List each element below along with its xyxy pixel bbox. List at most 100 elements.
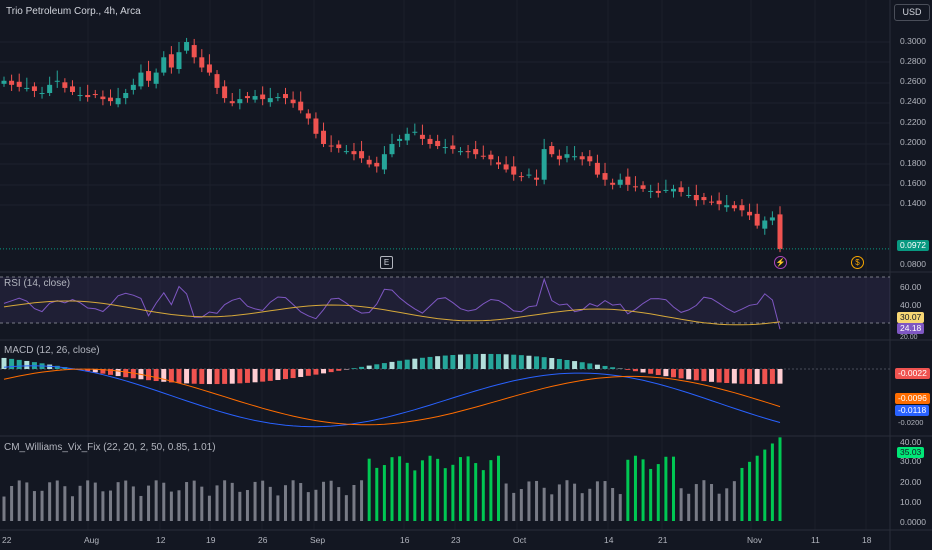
time-tick: Sep	[310, 535, 326, 545]
candle-body	[450, 145, 456, 150]
macd-hist-bar	[435, 356, 441, 369]
macd-hist-bar	[275, 369, 281, 381]
vix-bar	[717, 493, 721, 521]
vix-bar	[10, 486, 14, 521]
vix-bar	[329, 480, 333, 521]
vix-bar	[367, 458, 371, 521]
vix-bar	[436, 458, 440, 521]
candle-body	[298, 101, 304, 111]
candle-body	[640, 185, 646, 189]
macd-hist-bar	[670, 369, 676, 378]
vix-bar	[740, 467, 744, 521]
candle-body	[610, 182, 616, 185]
vix-bar	[641, 459, 645, 521]
candle-body	[16, 81, 22, 87]
vix-bar	[291, 480, 295, 521]
price-tick: 0.1600	[900, 178, 926, 188]
macd-hist-bar	[336, 369, 342, 371]
vix-bar	[116, 482, 120, 521]
rsi-lines	[3, 277, 781, 330]
vix-bar	[458, 457, 462, 521]
candle-body	[146, 71, 152, 81]
vix-bar	[268, 486, 272, 521]
rsi-title[interactable]: RSI (14, close)	[4, 278, 71, 289]
vix-bar	[626, 459, 630, 521]
macd-hist-bar	[214, 369, 220, 385]
candle-body	[321, 130, 327, 144]
time-tick: 16	[400, 535, 410, 545]
candle-body	[123, 93, 129, 99]
macd-hist-bar	[389, 361, 395, 369]
vix-bar	[185, 482, 189, 521]
candle-body	[518, 176, 524, 178]
time-tick: Aug	[84, 535, 100, 545]
candle-body	[480, 155, 486, 157]
vix-bar	[504, 483, 508, 521]
vix-bar	[512, 492, 516, 521]
macd-line	[3, 365, 781, 428]
candle-body	[1, 80, 7, 84]
time-tick: 11	[811, 535, 820, 545]
vix-bar	[588, 488, 592, 521]
rsi-ma-value: 30.07	[897, 312, 925, 323]
time-tick: 14	[604, 535, 614, 545]
vix-bar	[420, 460, 424, 521]
vix-bar	[147, 485, 151, 521]
candle-body	[214, 74, 220, 88]
macd-hist-bar	[716, 369, 722, 383]
macd-hist-bar	[777, 369, 783, 384]
time-tick: 23	[451, 535, 461, 545]
vix-bar	[17, 480, 21, 521]
vix-bar	[352, 484, 356, 521]
dividend-icon[interactable]: $	[851, 256, 864, 269]
vix-bar	[656, 464, 660, 521]
candle-body	[108, 97, 114, 102]
macd-hist-bar	[579, 362, 585, 369]
vix-bar	[466, 456, 470, 521]
candle-body	[427, 138, 433, 144]
candle-body	[260, 94, 266, 100]
time-tick: 21	[658, 535, 668, 545]
macd-hist-bar	[534, 356, 540, 369]
vix-bar	[322, 481, 326, 521]
macd-hist-bar	[419, 357, 425, 369]
vix-bar	[687, 493, 691, 521]
candle-body	[275, 97, 281, 99]
candle-body	[663, 189, 669, 191]
candle-body	[754, 213, 760, 226]
candle-body	[206, 64, 212, 73]
vix-bar	[177, 490, 181, 521]
candle-body	[39, 93, 45, 95]
price-tick: 0.2000	[900, 137, 926, 147]
macd-hist-value: -0.0022	[895, 368, 930, 379]
candle-body	[549, 146, 555, 155]
candle-body	[359, 151, 365, 159]
macd-title[interactable]: MACD (12, 26, close)	[4, 345, 100, 356]
symbol-title[interactable]: Trio Petroleum Corp., 4h, Arca	[6, 6, 141, 17]
candle-body	[54, 80, 60, 82]
vix-bar	[527, 481, 531, 521]
vix-bar	[124, 480, 128, 521]
macd-hist-bar	[267, 369, 273, 381]
macd-hist-bar	[351, 368, 357, 369]
split-icon[interactable]: ⚡	[774, 256, 787, 269]
macd-hist-bar	[54, 365, 60, 369]
vix-title[interactable]: CM_Williams_Vix_Fix (22, 20, 2, 50, 0.85…	[4, 442, 216, 453]
macd-hist-bar	[572, 361, 578, 369]
candle-body	[31, 86, 37, 91]
macd-hist-bar	[24, 360, 30, 369]
candle-body	[381, 154, 387, 170]
vix-bar	[497, 455, 501, 521]
vix-bar	[611, 488, 615, 521]
currency-button[interactable]: USD	[894, 4, 930, 21]
candle-body	[488, 154, 494, 160]
candle-body	[9, 80, 15, 85]
earnings-icon[interactable]: E	[380, 256, 393, 269]
candle-body	[655, 190, 661, 193]
rsi-ma-line	[3, 300, 781, 326]
macd-hist-bar	[693, 369, 699, 381]
candle-body	[343, 151, 349, 153]
vix-bar	[230, 482, 234, 521]
vix-bar	[109, 490, 113, 521]
